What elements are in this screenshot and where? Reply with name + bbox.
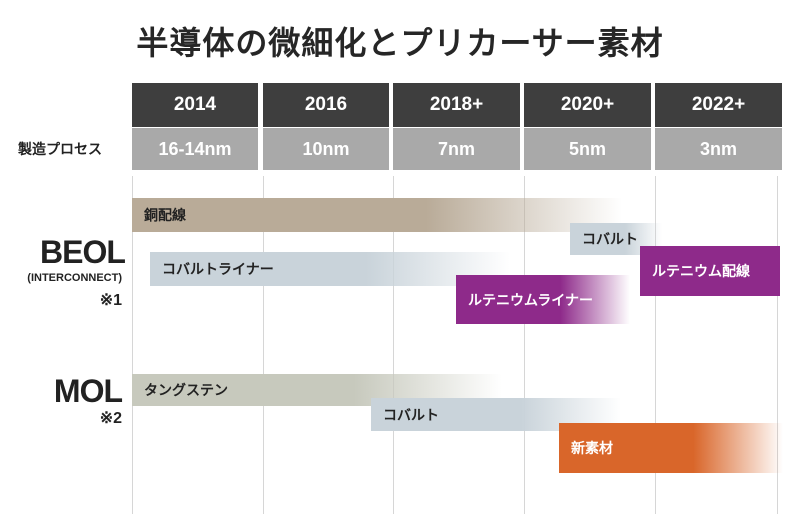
beol-note: ※1 [99, 292, 122, 309]
grid-line [263, 176, 264, 514]
node-cell: 3nm [655, 128, 782, 170]
bar-ruthenium-wiring: ルテニウム配線 [640, 246, 780, 296]
node-cell: 7nm [393, 128, 520, 170]
grid-line [655, 176, 656, 514]
node-cell: 10nm [263, 128, 389, 170]
grid-line [524, 176, 525, 514]
year-cell: 2014 [132, 83, 258, 127]
bar-tungsten: タングステン [132, 374, 502, 406]
grid-line [132, 176, 133, 514]
mol-note: ※2 [99, 410, 122, 427]
interconnect-label: (INTERCONNECT) [27, 272, 122, 284]
process-label: 製造プロセス [18, 142, 102, 158]
year-cell: 2016 [263, 83, 389, 127]
bar-cobalt-liner: コバルトライナー [150, 252, 510, 286]
grid-line [777, 176, 778, 514]
year-cell: 2018+ [393, 83, 520, 127]
bar-new-material: 新素材 [559, 423, 783, 473]
bar-ruthenium-liner: ルテニウムライナー [456, 275, 630, 324]
grid-line [393, 176, 394, 514]
bar-copper-wiring: 銅配線 [132, 198, 622, 232]
beol-label: BEOL [40, 234, 126, 270]
node-cell: 5nm [524, 128, 651, 170]
node-cell: 16-14nm [132, 128, 258, 170]
page-title: 半導体の微細化とプリカーサー素材 [136, 24, 664, 62]
year-cell: 2020+ [524, 83, 651, 127]
year-cell: 2022+ [655, 83, 782, 127]
mol-label: MOL [53, 373, 123, 409]
